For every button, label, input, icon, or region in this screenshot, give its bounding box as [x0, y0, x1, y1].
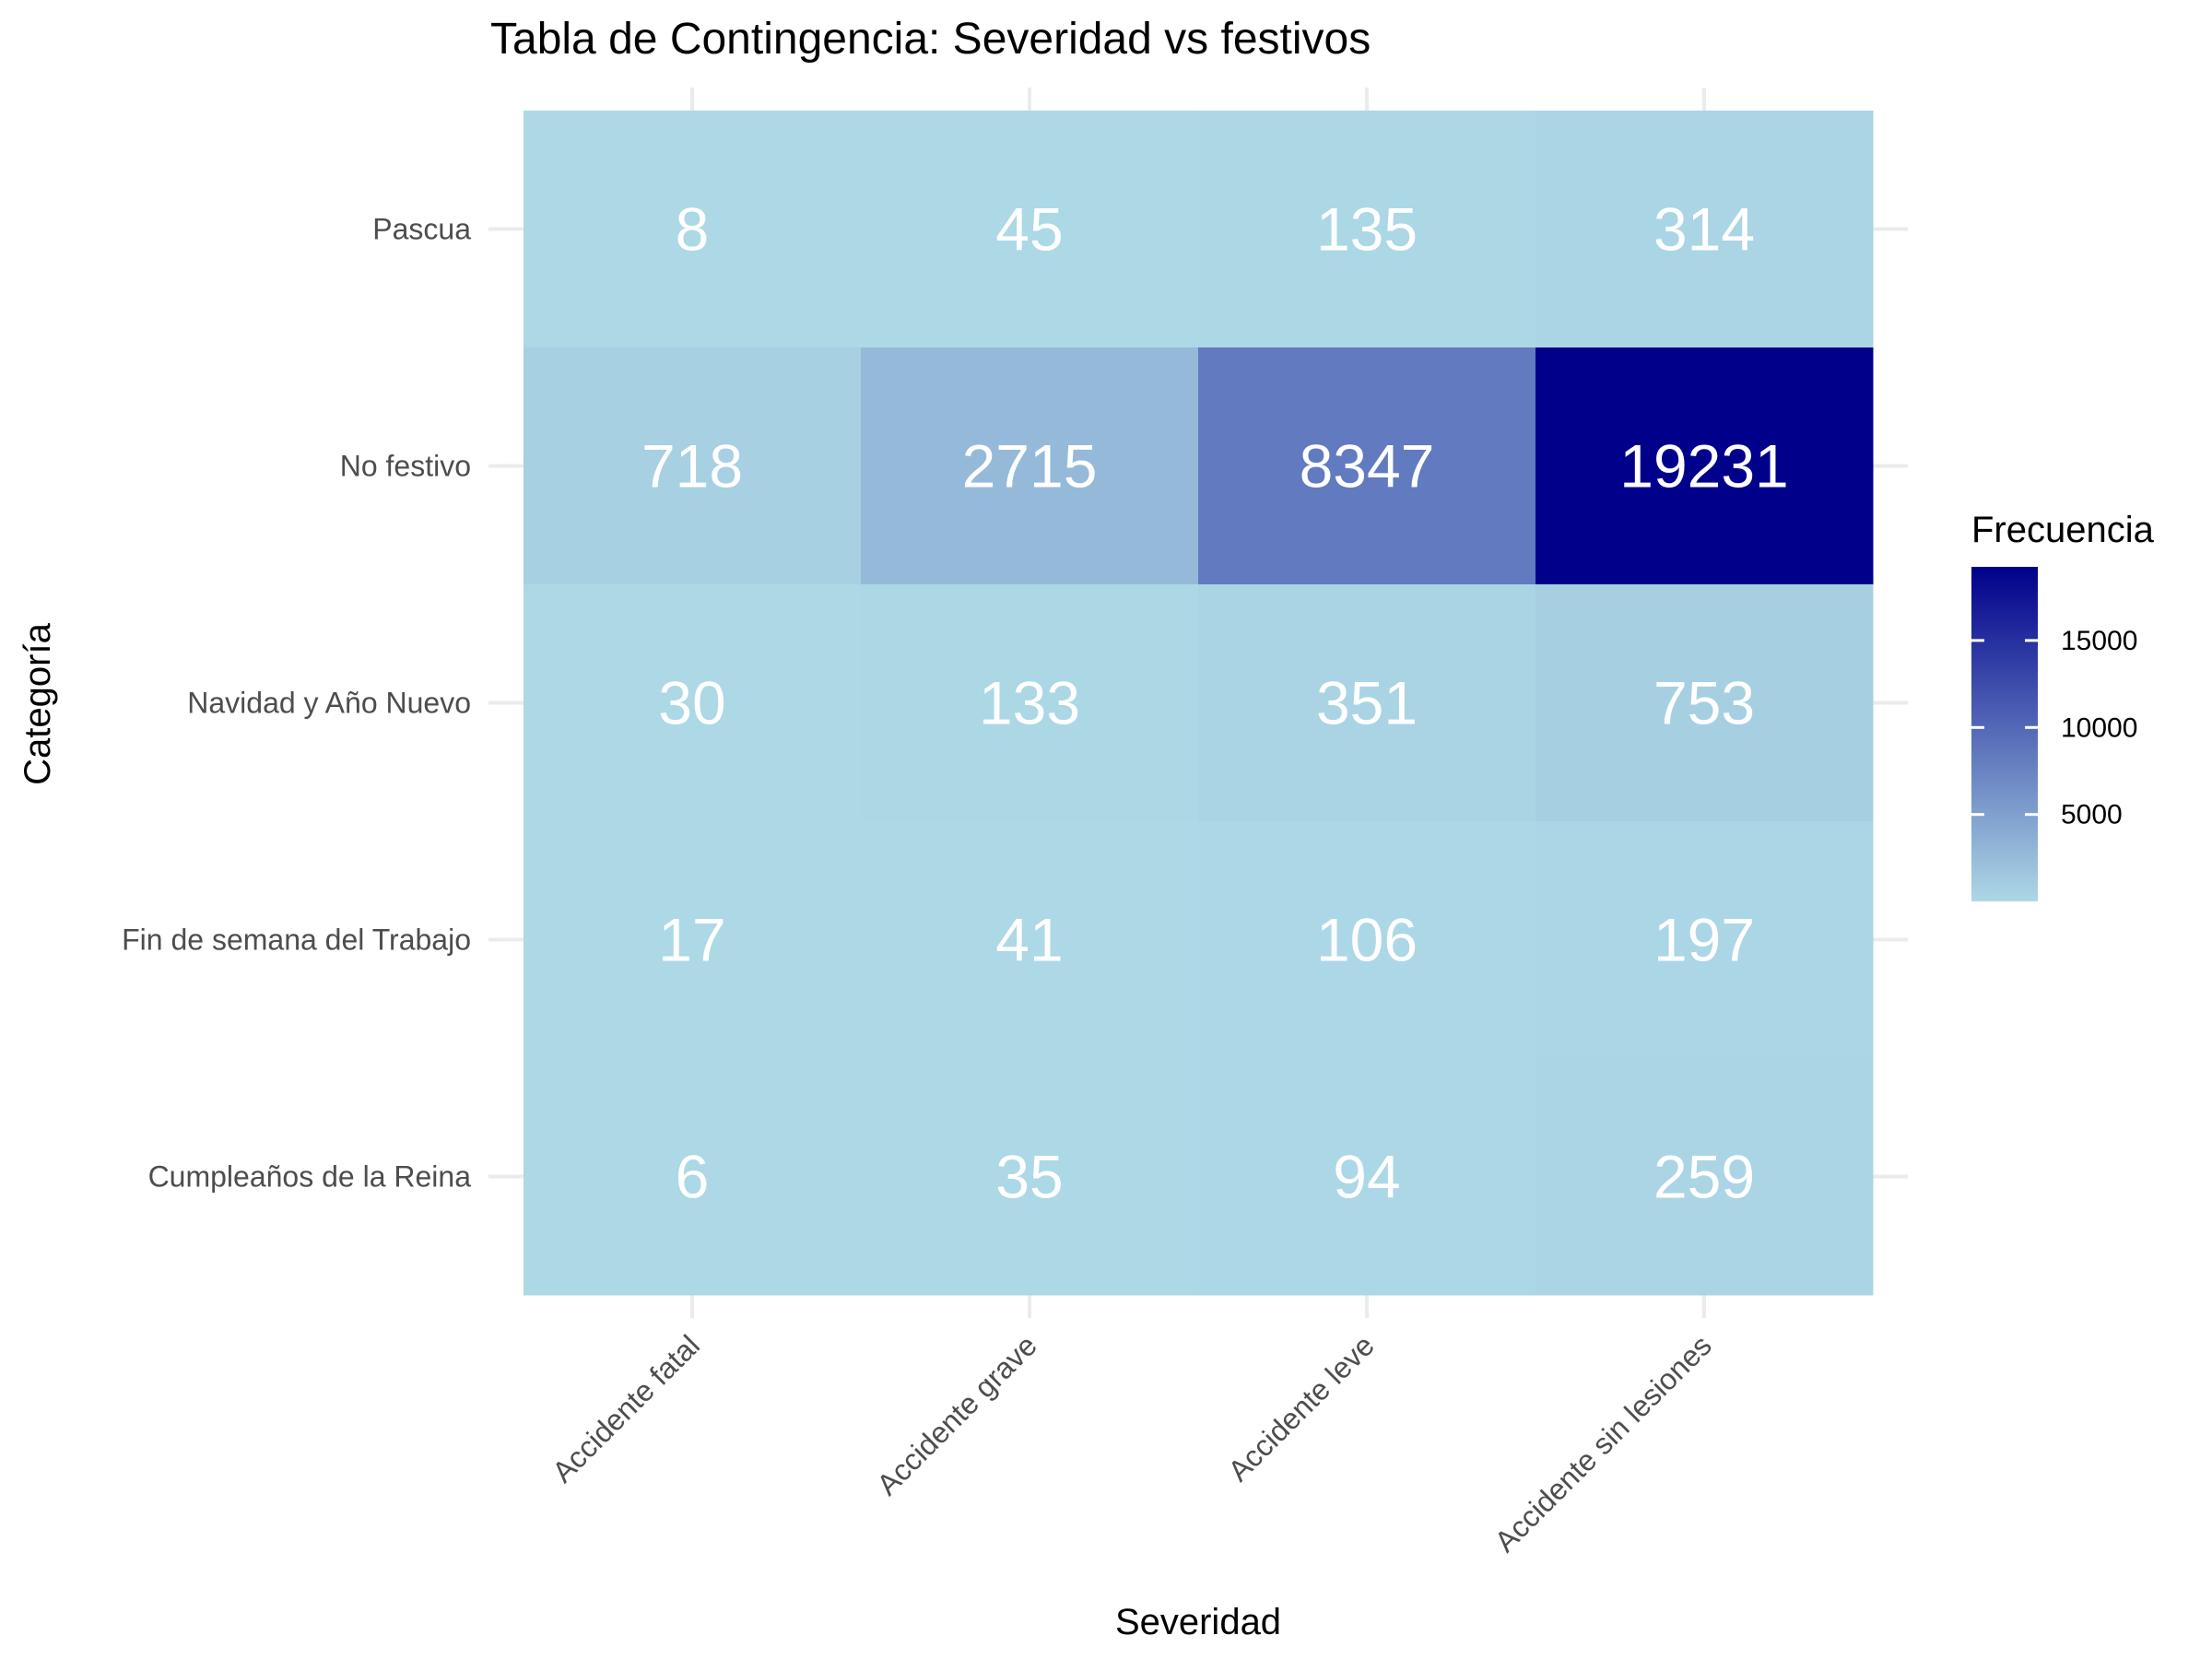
legend-ticks: 5000 10000 15000	[1971, 626, 2137, 830]
cell-value-label: 2715	[962, 432, 1098, 500]
heatmap-cell	[861, 111, 1199, 348]
cell-value-label: 45	[995, 195, 1063, 264]
cell-value-label: 106	[1316, 906, 1418, 974]
cell-value-label: 30	[658, 669, 725, 737]
cell-value-label: 35	[995, 1143, 1063, 1211]
cell-value-label: 197	[1653, 906, 1755, 974]
y-axis-tick-labels: Pascua No festivo Navidad y Año Nuevo Fin d…	[122, 213, 471, 1194]
chart-title: Tabla de Contingencia: Severidad vs fest…	[490, 15, 1371, 64]
heatmap-cell	[524, 584, 862, 822]
legend-tick-label: 15000	[2061, 626, 2137, 656]
y-tick-label: Fin de semana del Trabajo	[122, 924, 471, 957]
y-tick-label: Pascua	[372, 213, 471, 246]
x-tick-label: Accidente grave	[870, 1328, 1043, 1501]
cell-value-label: 133	[979, 669, 1080, 737]
color-legend: Frecuencia 5000 10000 15000	[1971, 510, 2155, 901]
cell-value-label: 259	[1653, 1143, 1755, 1211]
cell-value-label: 314	[1653, 195, 1755, 264]
cell-value-label: 6	[676, 1143, 710, 1211]
heatmap-cell	[1535, 821, 1874, 1059]
x-tick-label: Accidente fatal	[546, 1328, 706, 1488]
heatmap-cells	[524, 111, 1874, 1296]
heatmap-cell	[1535, 584, 1874, 822]
heatmap-cell	[1198, 347, 1536, 585]
heatmap-cell	[524, 1058, 862, 1296]
x-tick-label: Accidente sin lesiones	[1488, 1328, 1718, 1558]
heatmap-cell	[1198, 111, 1536, 348]
heatmap-cell	[1535, 111, 1874, 348]
heatmap-cell	[1198, 1058, 1536, 1296]
y-axis-title: Categoría	[18, 622, 58, 784]
legend-colorbar	[1971, 567, 2038, 901]
cell-value-label: 753	[1653, 669, 1755, 737]
cell-value-label: 8	[676, 195, 710, 264]
cell-value-label: 41	[995, 906, 1063, 974]
cell-value-label: 17	[658, 906, 725, 974]
cell-value-label: 135	[1316, 195, 1418, 264]
heatmap-cell	[524, 821, 862, 1059]
cell-value-label: 351	[1316, 669, 1418, 737]
legend-tick-label: 5000	[2061, 800, 2123, 830]
cell-value-label: 8347	[1300, 432, 1435, 500]
heatmap-cell	[1535, 1058, 1874, 1296]
y-tick-label: Navidad y Año Nuevo	[187, 687, 471, 720]
x-tick-label: Accidente leve	[1221, 1328, 1381, 1488]
x-axis-title: Severidad	[1115, 1602, 1281, 1642]
cell-value-label: 19231	[1619, 432, 1789, 500]
heatmap-cell	[861, 1058, 1199, 1296]
heatmap-cell	[1198, 584, 1536, 822]
heatmap-cell	[861, 821, 1199, 1059]
heatmap-cell	[1198, 821, 1536, 1059]
heatmap-cell	[524, 111, 862, 348]
heatmap-cell	[1535, 347, 1874, 585]
x-axis-tick-labels: Accidente fatal Accidente grave Accidente …	[546, 1328, 1718, 1558]
cell-value-label: 94	[1333, 1143, 1400, 1211]
heatmap-cell	[861, 347, 1199, 585]
y-tick-label: Cumpleaños de la Reina	[148, 1160, 472, 1194]
legend-tick-label: 10000	[2061, 712, 2137, 743]
heatmap-cell	[524, 347, 862, 585]
cell-value-labels: 8 45 135 314 718 2715 8347 19231 30 133 351 753 17 41…	[641, 195, 1789, 1211]
legend-title: Frecuencia	[1971, 510, 2155, 550]
cell-value-label: 718	[641, 432, 743, 500]
heatmap-cell	[861, 584, 1199, 822]
y-tick-label: No festivo	[340, 450, 471, 483]
